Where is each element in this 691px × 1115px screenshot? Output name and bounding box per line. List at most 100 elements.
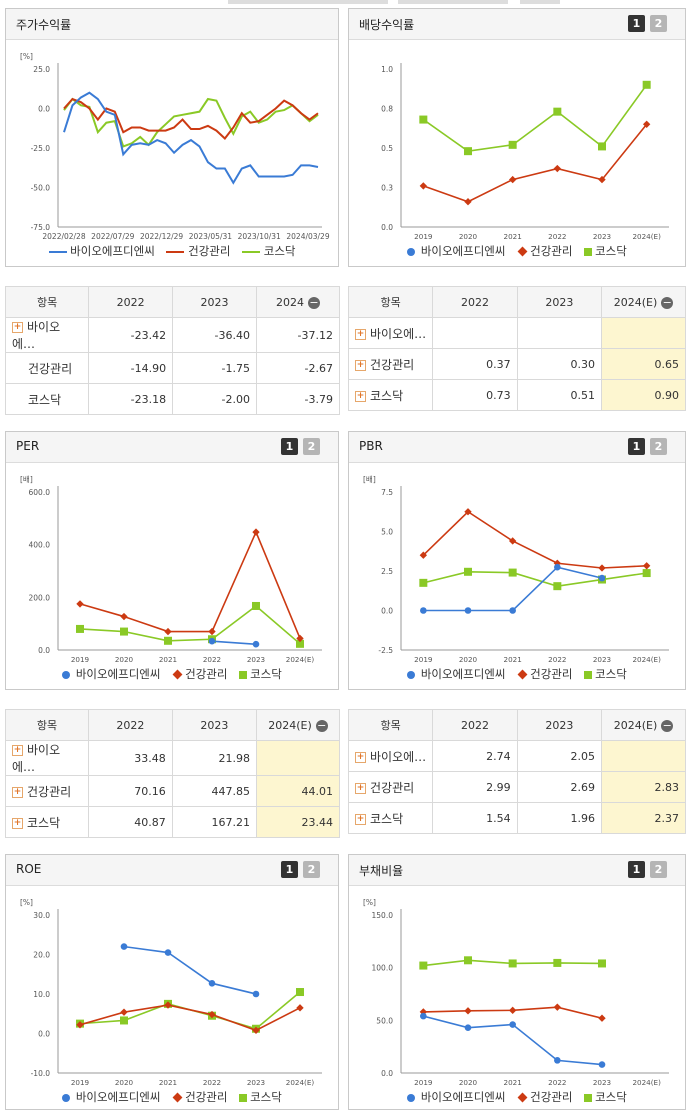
expand-icon[interactable]: + — [355, 359, 366, 371]
legend-item-bio[interactable]: 바이오에프디엔씨 — [62, 1090, 160, 1104]
table-row: 건강관리 -14.90 -1.75 -2.67 — [4, 352, 340, 384]
row-label[interactable]: + 코스닥 — [347, 379, 434, 411]
column-header-label: 2022 — [116, 295, 145, 309]
expand-icon[interactable]: + — [355, 328, 366, 340]
legend-item-kosdaq[interactable]: 코스닥 — [584, 244, 627, 258]
data-point-bio — [164, 949, 172, 956]
table-cell: -2.00 — [172, 383, 257, 415]
expand-icon[interactable]: + — [355, 813, 366, 825]
legend-item-bio[interactable]: 바이오에프디엔씨 — [407, 1090, 505, 1104]
table-cell: 2.83 — [601, 771, 686, 803]
row-label-text: 바이오에… — [12, 320, 61, 351]
y-unit-label: [%] — [20, 898, 33, 907]
legend-item-health[interactable]: 건강관리 — [166, 244, 230, 258]
y-tick-label: 5.0 — [381, 528, 393, 537]
y-unit-label: [%] — [363, 898, 376, 907]
view-1-button[interactable]: 1 — [281, 438, 298, 455]
legend-item-health[interactable]: 건강관리 — [517, 244, 572, 258]
dividend-yield-chart: 1.0 0.8 0.5 0.3 0.0 2019 2020 2021 2022 2023 2024(… — [381, 63, 669, 241]
view-1-button[interactable]: 1 — [281, 861, 298, 878]
view-2-button[interactable]: 2 — [650, 438, 667, 455]
data-point-kosdaq — [642, 80, 651, 89]
square-marker-icon — [239, 670, 248, 679]
row-label: 코스닥 — [4, 383, 90, 415]
legend-item-kosdaq[interactable]: 코스닥 — [239, 1090, 282, 1104]
x-tick-label: 2022/12/29 — [140, 232, 183, 241]
data-point-kosdaq — [598, 959, 606, 968]
view-1-button[interactable]: 1 — [628, 861, 645, 878]
legend-item-bio[interactable]: 바이오에프디엔씨 — [407, 244, 505, 258]
series-line-bio — [63, 91, 319, 185]
x-tick-label: 2020 — [459, 1078, 478, 1087]
data-point-kosdaq — [120, 627, 128, 636]
expand-icon[interactable]: + — [12, 786, 23, 798]
view-2-button[interactable]: 2 — [303, 438, 320, 455]
collapse-icon[interactable]: − — [661, 295, 674, 309]
row-label[interactable]: + 건강관리 — [347, 771, 434, 803]
panel-header: ROE 1 2 — [6, 855, 338, 886]
x-tick-label: 2023 — [593, 655, 611, 664]
y-tick-label: 0.3 — [381, 184, 393, 193]
row-label[interactable]: + 바이오에… — [347, 740, 434, 772]
column-header: 2024− — [256, 286, 340, 318]
legend-item-kosdaq[interactable]: 코스닥 — [584, 667, 627, 681]
column-header: 2024(E) − — [601, 709, 686, 741]
x-tick-label: 2024/03/29 — [286, 232, 329, 241]
legend-item-health[interactable]: 건강관리 — [172, 1090, 227, 1104]
collapse-icon[interactable]: − — [315, 718, 328, 732]
collapse-icon[interactable]: − — [661, 718, 674, 732]
data-point-kosdaq — [553, 107, 562, 116]
expand-icon[interactable]: + — [12, 817, 23, 829]
view-1-button[interactable]: 1 — [628, 438, 645, 455]
x-tick-label: 2019 — [414, 232, 433, 241]
panel-title: ROE — [16, 862, 42, 876]
legend-item-kosdaq[interactable]: 코스닥 — [584, 1090, 627, 1104]
view-1-button[interactable]: 1 — [628, 15, 645, 32]
legend-item-bio[interactable]: 바이오에프디엔씨 — [407, 667, 505, 681]
roe-panel: ROE 1 2 [%] 30.0 20.0 10.0 0.0 -10.0 2019 2020 2… — [5, 854, 339, 1110]
row-label[interactable]: + 바이오에… — [4, 317, 90, 353]
data-point-bio — [598, 1061, 606, 1068]
view-2-button[interactable]: 2 — [303, 861, 320, 878]
collapse-icon[interactable]: − — [308, 295, 320, 309]
row-label[interactable]: + 바이오에… — [347, 317, 434, 349]
row-label-text: 건강관리 — [370, 780, 415, 795]
y-tick-label: 10.0 — [33, 990, 50, 999]
data-point-health — [464, 198, 472, 206]
legend-item-bio[interactable]: 바이오에프디엔씨 — [48, 244, 155, 258]
table-cell: 2.74 — [432, 740, 518, 772]
legend-item-kosdaq[interactable]: 코스닥 — [242, 244, 296, 258]
legend-item-health[interactable]: 건강관리 — [517, 1090, 572, 1104]
series-line-health — [63, 97, 319, 141]
y-tick-label: 30.0 — [33, 911, 50, 920]
row-label[interactable]: + 건강관리 — [347, 348, 434, 380]
table-row: + 코스닥 40.87 167.21 23.44 — [4, 806, 340, 838]
column-header: 2022 — [88, 286, 174, 318]
data-point-kosdaq — [419, 578, 428, 587]
row-label[interactable]: + 건강관리 — [4, 775, 90, 807]
expand-icon[interactable]: + — [12, 322, 23, 333]
top-tab-strip — [228, 0, 388, 4]
legend-item-kosdaq[interactable]: 코스닥 — [239, 667, 282, 681]
legend-item-bio[interactable]: 바이오에프디엔씨 — [62, 667, 160, 681]
expand-icon[interactable]: + — [355, 751, 366, 763]
expand-icon[interactable]: + — [355, 390, 366, 402]
column-header-label: 2024(E) — [613, 295, 658, 309]
data-point-health — [419, 182, 428, 190]
panel-title: 배당수익률 — [359, 18, 415, 32]
data-point-bio — [420, 607, 427, 614]
row-label[interactable]: + 바이오에… — [4, 740, 90, 776]
series-line-bio — [211, 640, 257, 646]
view-2-button[interactable]: 2 — [650, 861, 667, 878]
panel-title: 부채비율 — [359, 864, 404, 878]
legend-item-health[interactable]: 건강관리 — [172, 667, 227, 681]
legend-item-health[interactable]: 건강관리 — [517, 667, 572, 681]
table-header-row: 항목 2022 2023 2024(E) − — [4, 709, 340, 741]
expand-icon[interactable]: + — [12, 745, 23, 756]
row-label[interactable]: + 코스닥 — [347, 802, 434, 834]
y-tick-label: 600.0 — [29, 488, 51, 497]
expand-icon[interactable]: + — [355, 782, 366, 794]
view-2-button[interactable]: 2 — [650, 15, 667, 32]
y-tick-label: 7.5 — [381, 488, 393, 497]
row-label[interactable]: + 코스닥 — [4, 806, 90, 838]
